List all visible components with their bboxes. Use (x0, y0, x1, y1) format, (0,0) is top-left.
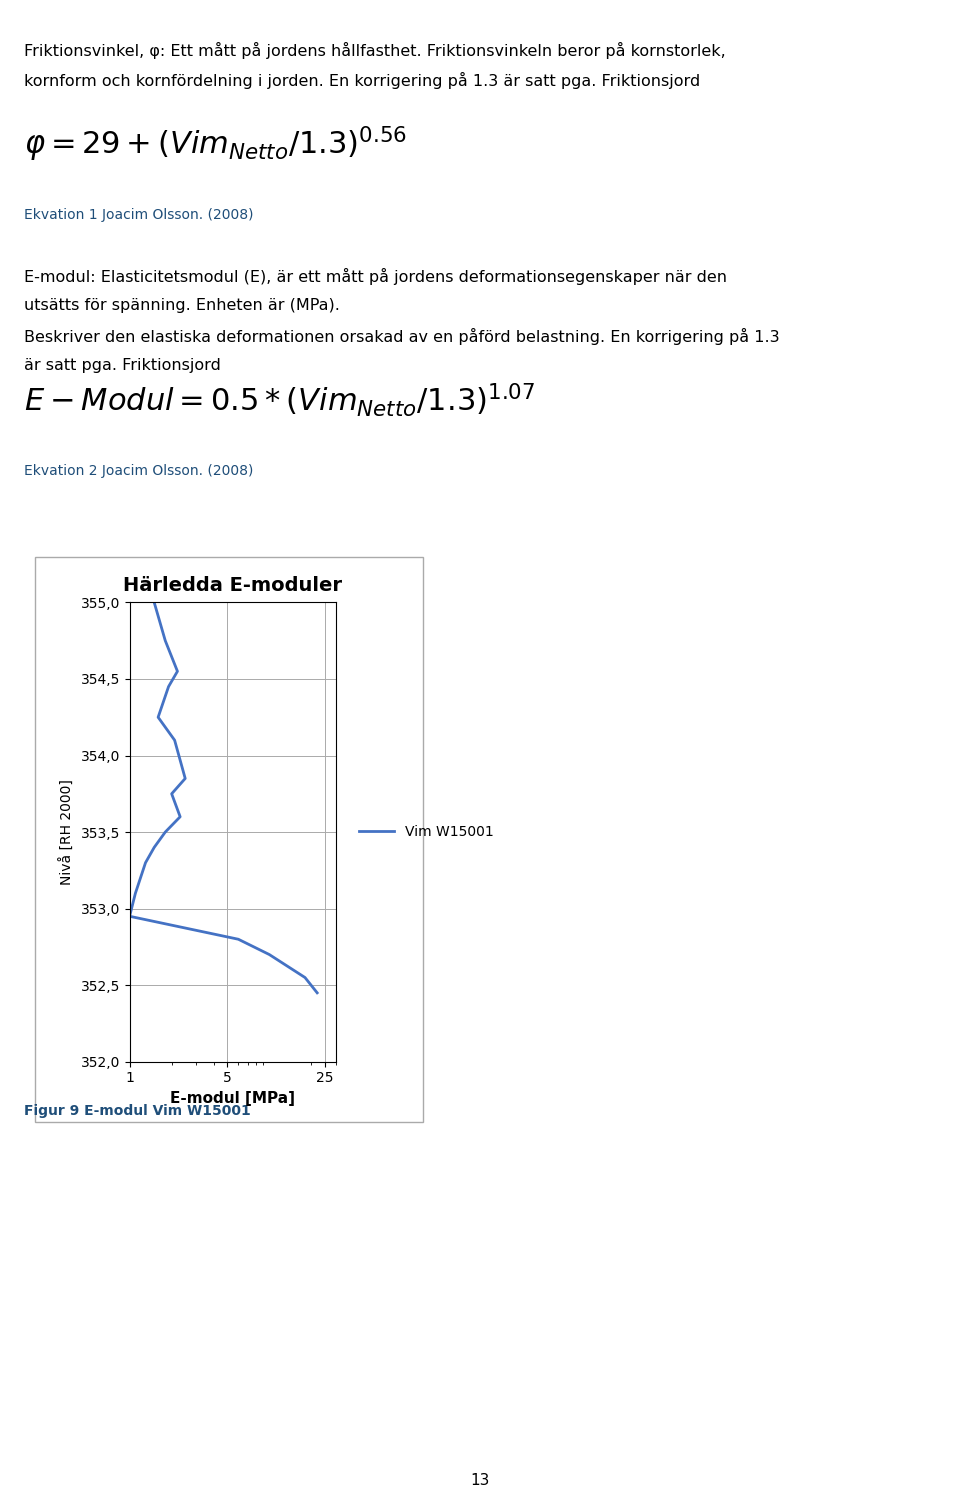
Text: E-modul: Elasticitetsmodul (E), är ett mått på jordens deformationsegenskaper nä: E-modul: Elasticitetsmodul (E), är ett m… (24, 268, 727, 285)
Vim W15001 (124, 907, 135, 925)
Vim W15001 (159, 631, 171, 649)
Vim W15001 (149, 839, 160, 857)
Text: Beskriver den elastiska deformationen orsakad av en påförd belastning. En korrig: Beskriver den elastiska deformationen or… (24, 328, 780, 345)
Title: Härledda E-moduler: Härledda E-moduler (123, 577, 343, 595)
X-axis label: E-modul [MPa]: E-modul [MPa] (170, 1090, 296, 1105)
Text: utsätts för spänning. Enheten är (MPa).: utsätts för spänning. Enheten är (MPa). (24, 298, 340, 313)
Vim W15001 (140, 854, 152, 872)
Text: Figur 9 E-modul Vim W15001: Figur 9 E-modul Vim W15001 (24, 1104, 251, 1117)
Text: Ekvation 1 Joacim Olsson. (2008): Ekvation 1 Joacim Olsson. (2008) (24, 208, 253, 221)
Text: Ekvation 2 Joacim Olsson. (2008): Ekvation 2 Joacim Olsson. (2008) (24, 464, 253, 477)
Vim W15001 (149, 593, 160, 611)
Vim W15001 (300, 968, 311, 986)
Text: $E - Modul = 0.5 * (Vim_{Netto}/1.3)^{1.07}$: $E - Modul = 0.5 * (Vim_{Netto}/1.3)^{1.… (24, 381, 536, 419)
Vim W15001 (153, 708, 164, 726)
Vim W15001 (169, 730, 180, 748)
Vim W15001 (159, 824, 171, 842)
FancyBboxPatch shape (35, 557, 423, 1122)
Legend: Vim W15001: Vim W15001 (353, 819, 499, 845)
Vim W15001 (180, 770, 191, 788)
Vim W15001 (232, 931, 244, 949)
Y-axis label: Nivå [RH 2000]: Nivå [RH 2000] (60, 779, 75, 886)
Line: Vim W15001: Vim W15001 (130, 602, 317, 992)
Text: 13: 13 (470, 1473, 490, 1488)
Vim W15001 (166, 785, 178, 803)
Text: Friktionsvinkel, φ: Ett mått på jordens hållfasthet. Friktionsvinkeln beror på k: Friktionsvinkel, φ: Ett mått på jordens … (24, 42, 726, 59)
Vim W15001 (163, 678, 175, 696)
Vim W15001 (175, 807, 186, 825)
Vim W15001 (172, 663, 183, 681)
Text: kornform och kornfördelning i jorden. En korrigering på 1.3 är satt pga. Friktio: kornform och kornfördelning i jorden. En… (24, 72, 700, 89)
Vim W15001 (311, 983, 323, 1001)
Vim W15001 (130, 884, 141, 902)
Text: $\varphi = 29 + (Vim_{Netto}/1.3)^{0.56}$: $\varphi = 29 + (Vim_{Netto}/1.3)^{0.56}… (24, 125, 407, 164)
Vim W15001 (264, 946, 276, 964)
Text: är satt pga. Friktionsjord: är satt pga. Friktionsjord (24, 358, 221, 373)
